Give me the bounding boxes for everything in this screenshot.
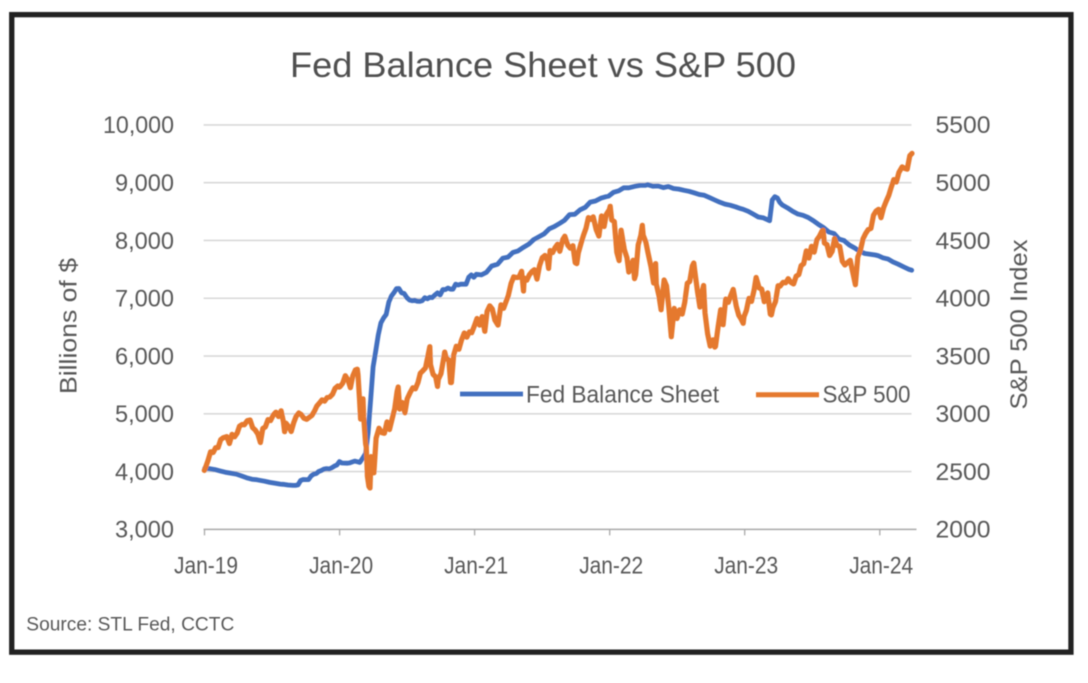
- svg-text:Jan-22: Jan-22: [579, 553, 643, 580]
- svg-text:S&P 500: S&P 500: [823, 381, 911, 408]
- svg-text:8,000: 8,000: [115, 228, 174, 255]
- svg-text:4,000: 4,000: [115, 459, 174, 486]
- svg-text:5,000: 5,000: [115, 401, 174, 428]
- svg-text:5500: 5500: [936, 112, 991, 139]
- svg-text:5000: 5000: [936, 170, 991, 197]
- svg-text:3,000: 3,000: [115, 517, 174, 544]
- svg-text:Source: STL Fed, CCTC: Source: STL Fed, CCTC: [26, 613, 234, 635]
- svg-text:2000: 2000: [936, 517, 991, 544]
- svg-text:4000: 4000: [936, 286, 991, 313]
- svg-text:Jan-24: Jan-24: [849, 553, 913, 580]
- svg-text:Jan-21: Jan-21: [444, 553, 508, 580]
- svg-text:9,000: 9,000: [115, 170, 174, 197]
- svg-text:S&P 500 Index: S&P 500 Index: [1006, 240, 1033, 410]
- svg-text:2500: 2500: [936, 459, 991, 486]
- svg-text:Fed Balance Sheet: Fed Balance Sheet: [526, 381, 719, 408]
- svg-text:Jan-23: Jan-23: [714, 553, 778, 580]
- svg-text:Jan-20: Jan-20: [309, 553, 373, 580]
- svg-text:3500: 3500: [936, 343, 991, 370]
- svg-text:Fed Balance Sheet vs S&P 500: Fed Balance Sheet vs S&P 500: [290, 46, 796, 85]
- svg-text:6,000: 6,000: [115, 343, 174, 370]
- svg-text:7,000: 7,000: [115, 286, 174, 313]
- svg-text:10,000: 10,000: [103, 112, 174, 139]
- svg-text:4500: 4500: [936, 228, 991, 255]
- svg-text:3000: 3000: [936, 401, 991, 428]
- svg-text:Jan-19: Jan-19: [174, 553, 238, 580]
- svg-text:Billions of $: Billions of $: [56, 258, 83, 394]
